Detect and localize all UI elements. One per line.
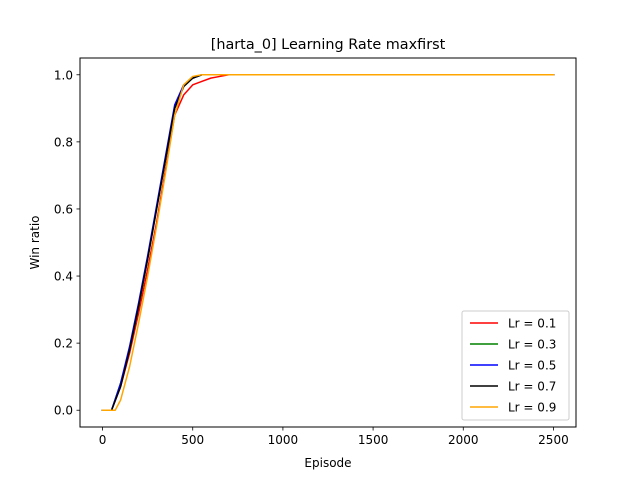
series-line-4 <box>101 74 555 411</box>
x-tick-label: 500 <box>181 433 204 447</box>
x-axis-label: Episode <box>304 456 351 470</box>
legend-label: Lr = 0.3 <box>508 338 556 352</box>
x-tick-label: 2000 <box>448 433 479 447</box>
y-tick-label: 0.2 <box>54 337 73 351</box>
x-tick-label: 1500 <box>358 433 389 447</box>
chart-title: [harta_0] Learning Rate maxfirst <box>211 37 446 53</box>
y-tick-label: 0.8 <box>54 135 73 149</box>
y-tick-label: 1.0 <box>54 68 73 82</box>
series-group <box>101 74 555 411</box>
legend-label: Lr = 0.1 <box>508 317 556 331</box>
legend-label: Lr = 0.7 <box>508 380 556 394</box>
legend-label: Lr = 0.5 <box>508 359 556 373</box>
y-tick-label: 0.6 <box>54 202 73 216</box>
x-tick-label: 0 <box>99 433 107 447</box>
legend-label: Lr = 0.9 <box>508 401 556 415</box>
x-axis: 0 500 1000 1500 2000 2500 <box>99 427 569 447</box>
y-axis-label: Win ratio <box>28 215 42 269</box>
legend-box <box>461 310 570 421</box>
plot-area <box>79 57 577 428</box>
y-axis: 0.0 0.2 0.4 0.6 0.8 1.0 <box>54 68 80 418</box>
y-tick-label: 0.0 <box>54 404 73 418</box>
x-tick-label: 2500 <box>538 433 569 447</box>
axes-frame <box>79 57 577 428</box>
x-tick-label: 1000 <box>268 433 299 447</box>
legend: Lr = 0.1 Lr = 0.3 Lr = 0.5 Lr = 0.7 Lr = 0.9 <box>461 310 570 421</box>
y-tick-label: 0.4 <box>54 270 73 284</box>
series-line-5 <box>101 74 555 411</box>
